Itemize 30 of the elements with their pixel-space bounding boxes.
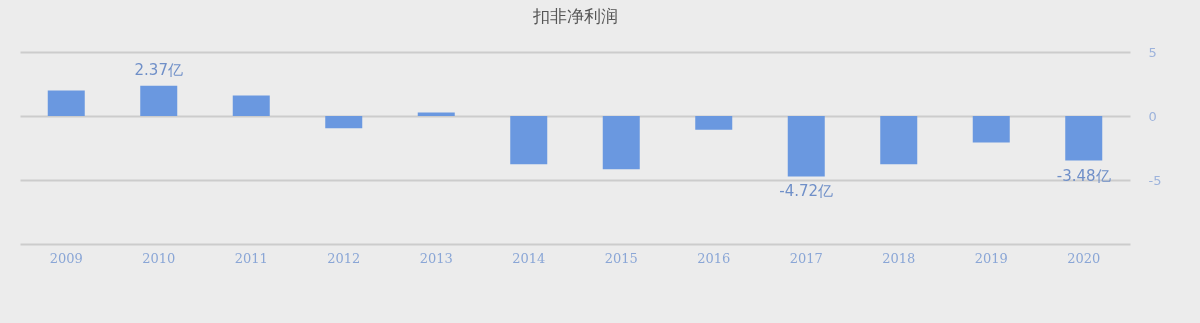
bar [232,95,270,116]
bar [1065,116,1103,161]
x-tick-label: 2010 [142,250,176,266]
y-tick-label: 5 [1148,44,1157,60]
bar [140,85,178,116]
x-tick-label: 2019 [974,250,1008,266]
bar [972,116,1010,143]
x-tick-label: 2020 [1067,250,1101,266]
bar [325,116,363,129]
y-tick-label: -5 [1148,172,1162,188]
bar [602,116,640,170]
x-tick-label: 2012 [327,250,361,266]
bar [787,116,825,177]
x-tick-label: 2013 [419,250,453,266]
data-label: 2.37亿 [134,60,183,79]
x-tick-label: 2016 [697,250,731,266]
bar [695,116,733,130]
data-label: -3.48亿 [1056,166,1111,185]
bar [880,116,918,165]
bar [47,90,85,116]
data-label: -4.72亿 [779,182,834,201]
x-tick-label: 2011 [234,250,268,266]
x-tick-label: 2009 [49,250,83,266]
y-tick-label: 0 [1148,108,1157,124]
chart-title: 扣非净利润 [531,6,618,26]
x-tick-label: 2018 [882,250,916,266]
x-tick-label: 2017 [789,250,823,266]
bar [510,116,548,165]
x-tick-label: 2015 [604,250,638,266]
x-tick-label: 2014 [512,250,546,266]
